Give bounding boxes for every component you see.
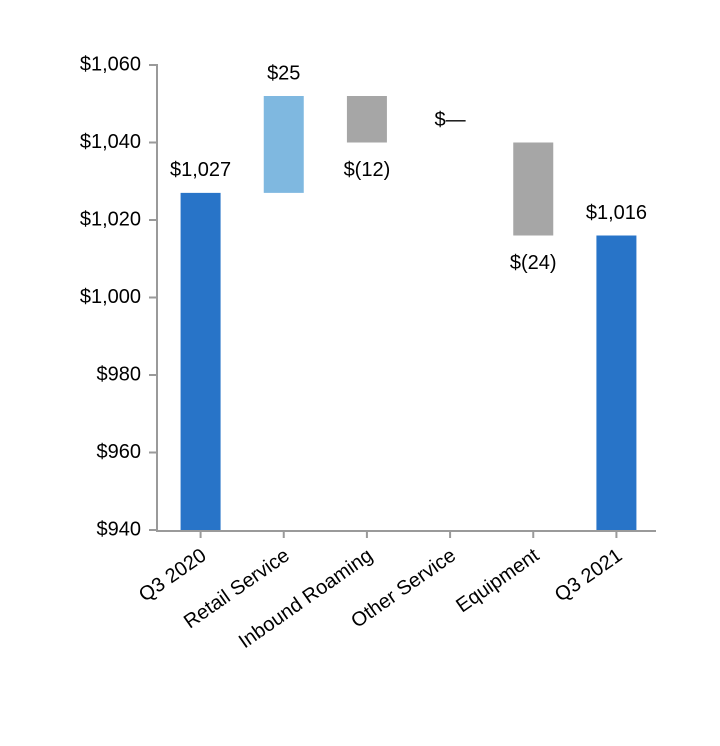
x-tick-label: Q3 2020 bbox=[135, 544, 210, 606]
change-bar bbox=[513, 142, 554, 236]
y-tick-label: $980 bbox=[97, 363, 142, 385]
total-bar bbox=[596, 235, 637, 530]
y-tick-label: $960 bbox=[97, 441, 142, 463]
change-bar bbox=[346, 96, 387, 143]
value-label: $25 bbox=[267, 62, 300, 84]
value-label: $1,016 bbox=[586, 202, 647, 224]
y-tick-label: $1,040 bbox=[80, 131, 141, 153]
y-tick-label: $1,020 bbox=[80, 208, 141, 230]
x-tick-label: Equipment bbox=[452, 544, 543, 617]
change-bar bbox=[263, 96, 304, 193]
x-tick-label: Q3 2021 bbox=[551, 544, 626, 606]
total-bar bbox=[180, 192, 221, 530]
value-label: $(12) bbox=[344, 159, 391, 181]
y-tick-label: $1,060 bbox=[80, 53, 141, 75]
y-tick-label: $1,000 bbox=[80, 286, 141, 308]
y-tick-label: $940 bbox=[97, 518, 142, 540]
value-label: $— bbox=[435, 109, 466, 131]
value-label: $(24) bbox=[510, 252, 557, 274]
value-label: $1,027 bbox=[170, 159, 231, 181]
